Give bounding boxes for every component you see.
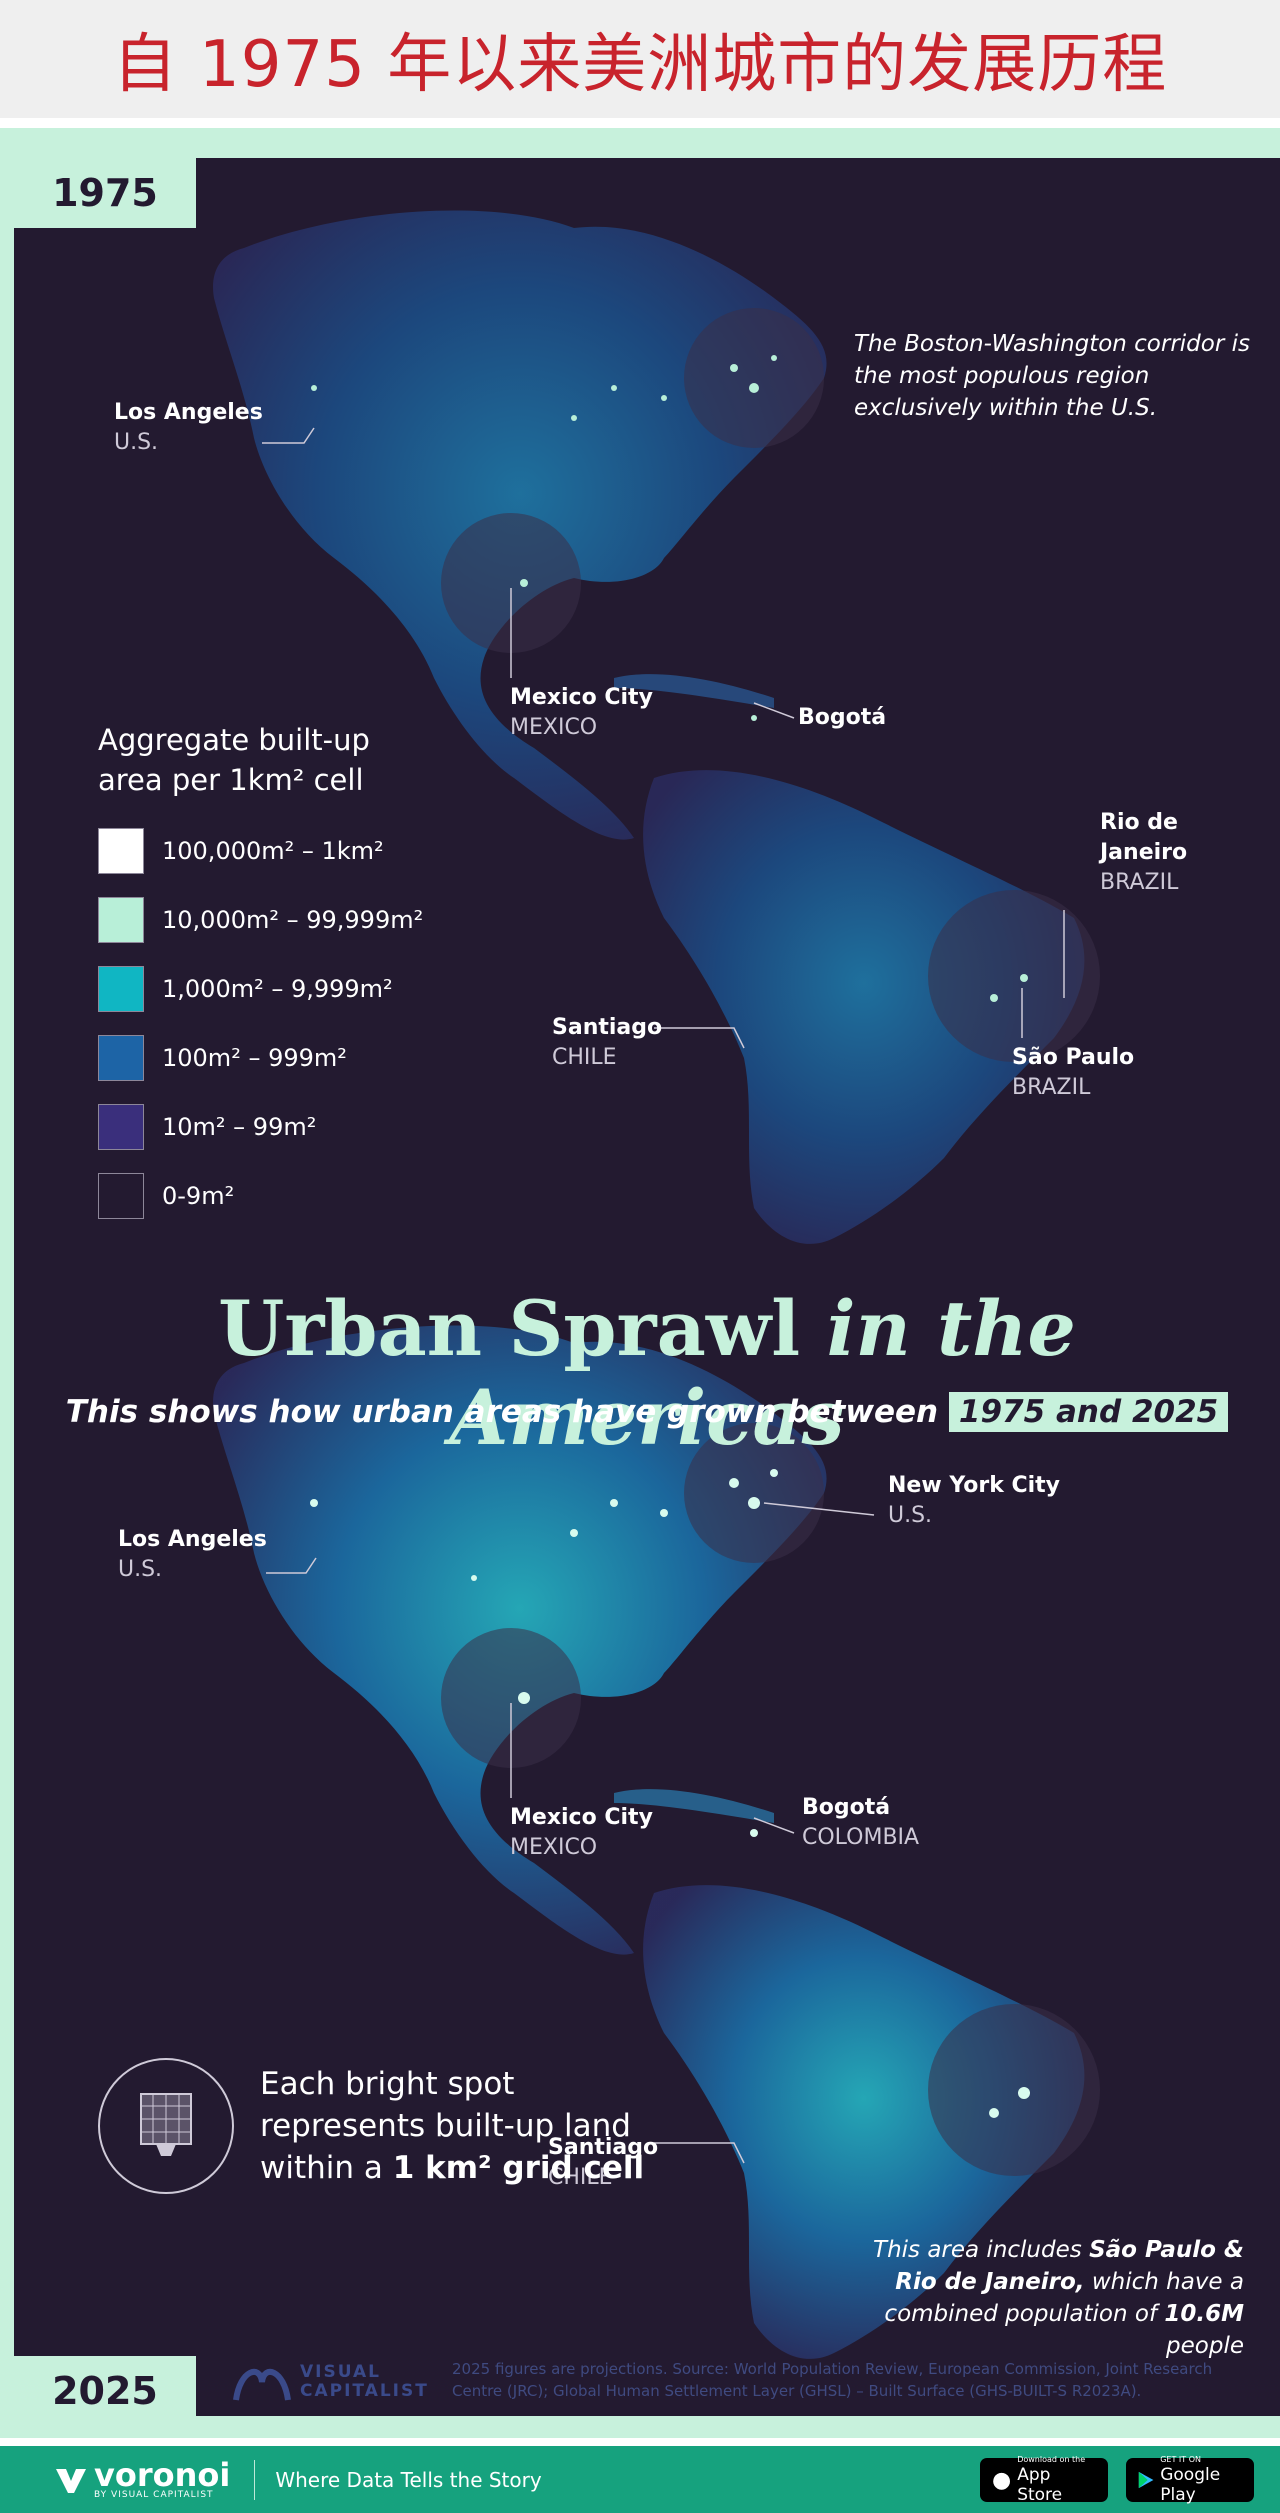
label-mexico-city-2025: Mexico City MEXICO [510,1805,653,1860]
label-mexico-city-1975: Mexico City MEXICO [510,685,653,740]
south-america-2025 [643,1885,1085,2359]
grid-cell-icon [98,2058,234,2194]
legend-item: 0-9m² [98,1161,428,1230]
voronoi-brand[interactable]: voronoi BY VISUAL CAPITALIST [54,2459,230,2500]
legend-swatch [98,1034,144,1081]
legend-item: 10,000m² – 99,999m² [98,885,428,954]
app-store-button[interactable]: ● Download on the App Store [980,2455,1108,2505]
legend-swatch [98,1103,144,1150]
legend-swatch [98,827,144,874]
google-play-button[interactable]: GET IT ON Google Play [1126,2455,1254,2505]
americas-map-graphic [213,210,1100,2359]
south-america-1975 [643,770,1085,1244]
note-boston-washington: The Boston-Washington corridor is the mo… [854,331,1250,421]
label-bogota-2025: Bogotá COLOMBIA [802,1795,920,1850]
source-note: 2025 figures are projections. Source: Wo… [452,2360,1213,2400]
voronoi-logo-icon [56,2468,86,2493]
note-sao-paulo-rio: This area includes São Paulo & Rio de Ja… [873,2237,1244,2359]
legend-swatch [98,896,144,943]
footer-tagline: Where Data Tells the Story [275,2467,542,2492]
legend-swatch [98,1172,144,1219]
legend-item: 100,000m² – 1km² [98,816,428,885]
label-santiago-1975: Santiago CHILE [552,1015,663,1070]
label-bogota-1975: Bogotá [798,705,887,730]
label-rio-1975: Rio de Janeiro BRAZIL [1100,810,1188,895]
label-new-york-2025: New York City U.S. [888,1473,1061,1528]
label-los-angeles-2025: Los Angeles U.S. [118,1527,267,1582]
grid-cell-text: Each bright spot represents built-up lan… [260,2066,645,2186]
year-badge-1975: 1975 [14,158,196,228]
legend-title: Aggregate built-up area per 1km² cell [98,723,370,797]
legend-item: 10m² – 99m² [98,1092,428,1161]
apple-icon: ● [992,2467,1012,2493]
subheadline-highlight: 1975 and 2025 [948,1392,1229,1432]
legend: Aggregate built-up area per 1km² cell 10… [98,720,428,1230]
vc-logo-icon [233,2369,291,2401]
label-santiago-2025: Santiago CHILE [548,2135,659,2190]
google-play-icon [1138,2471,1154,2489]
infographic-card: 1975 Los Angeles U.S. The Boston-Washing… [0,128,1280,2438]
grid-cell-note: Each bright spot represents built-up lan… [98,2058,680,2194]
headline: Urban Sprawl in the Americas [218,1284,1076,1462]
footer-divider [254,2459,256,2500]
year-badge-2025: 2025 [14,2356,196,2426]
chinese-title: 自 1975 年以来美洲城市的发展历程 [112,28,1168,102]
subheadline: This shows how urban areas have grown be… [14,1392,1280,1432]
label-los-angeles-1975: Los Angeles U.S. [114,400,263,455]
legend-item: 1,000m² – 9,999m² [98,954,428,1023]
label-sao-paulo-1975: São Paulo BRAZIL [1012,1045,1135,1100]
visual-capitalist-logo: VISUAL CAPITALIST [232,2360,429,2404]
legend-swatch [98,965,144,1012]
legend-item: 100m² – 999m² [98,1023,428,1092]
chinese-title-bar: 自 1975 年以来美洲城市的发展历程 [0,0,1280,118]
map-canvas: 1975 Los Angeles U.S. The Boston-Washing… [14,158,1280,2416]
